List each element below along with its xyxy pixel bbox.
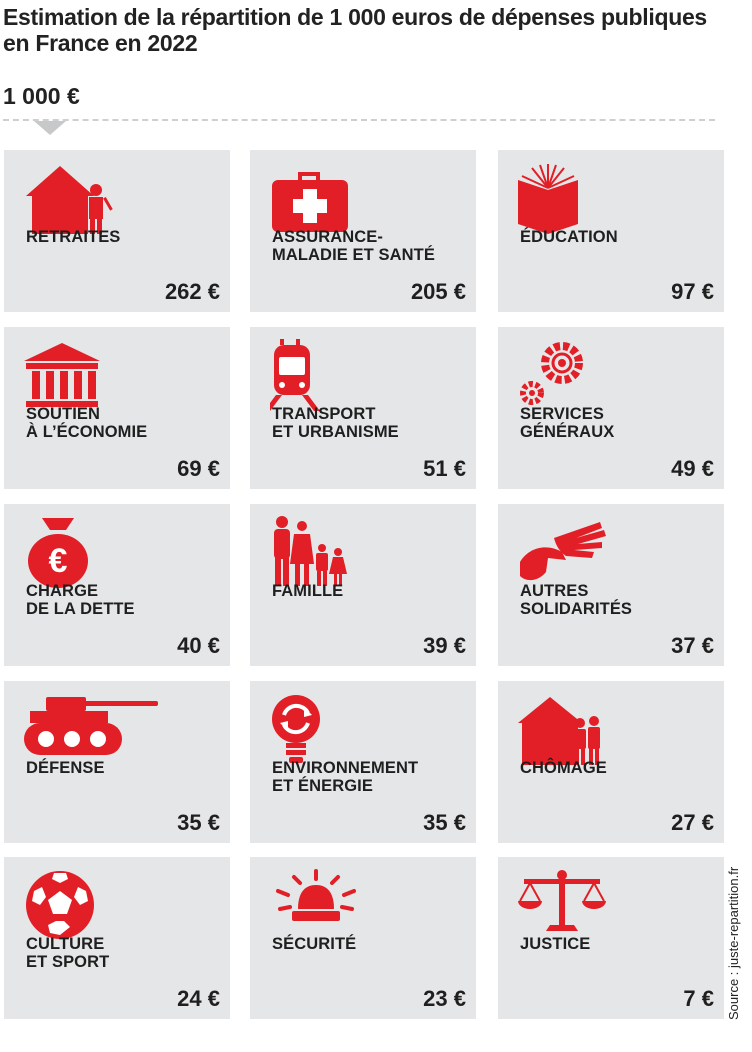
tile-justice: JUSTICE 7 € [498,857,724,1019]
tile-culture-sport: CULTURE ET SPORT 24 € [4,857,230,1019]
tile-amount: 35 € [423,810,466,835]
tile-amount: 97 € [671,279,714,304]
tile-amount: 40 € [177,633,220,658]
money-bag-euro-icon: € [24,516,116,588]
total-amount: 1 000 € [3,83,80,109]
house-with-family-icon [518,693,610,765]
dashed-divider [3,119,715,121]
tile-label: ASSURANCE- MALADIE ET SANTÉ [272,228,435,264]
tile-label: CHARGE DE LA DETTE [26,582,135,618]
source-credit: Source : juste-repartition.fr [726,866,741,1020]
tile-label: CULTURE ET SPORT [26,935,110,971]
svg-text:€: € [49,542,68,580]
medical-kit-icon [270,162,362,234]
tile-amount: 27 € [671,810,714,835]
tile-securite: SÉCURITÉ 23 € [250,857,476,1019]
tile-charge-dette: € CHARGE DE LA DETTE 40 € [4,504,230,666]
recycling-bulb-icon [270,693,362,765]
bank-building-icon [24,339,116,411]
tile-amount: 24 € [177,986,220,1011]
tile-defense: DÉFENSE 35 € [4,681,230,843]
tile-amount: 35 € [177,810,220,835]
tile-amount: 37 € [671,633,714,658]
siren-icon [270,869,362,941]
tile-famille: FAMILLE 39 € [250,504,476,666]
tile-label: JUSTICE [520,935,591,953]
tile-transport: TRANSPORT ET URBANISME 51 € [250,327,476,489]
tank-icon [24,693,164,765]
tile-amount: 69 € [177,456,220,481]
tile-amount: 49 € [671,456,714,481]
tile-amount: 262 € [164,279,220,304]
tile-education: ÉDUCATION 97 € [498,150,724,312]
helping-hands-icon [518,516,610,588]
tile-label: AUTRES SOLIDARITÉS [520,582,633,618]
tile-autres-solidarites: AUTRES SOLIDARITÉS 37 € [498,504,724,666]
scales-icon [518,869,610,941]
gears-icon [518,339,610,411]
tile-retraites: RETRAITES 262 € [4,150,230,312]
tile-amount: 7 € [683,986,714,1011]
tile-label: SERVICES GÉNÉRAUX [520,405,615,441]
tile-amount: 51 € [423,456,466,481]
tile-soutien-economie: SOUTIEN À L’ÉCONOMIE 69 € [4,327,230,489]
soccer-ball-icon [24,869,116,941]
tile-chomage: CHÔMAGE 27 € [498,681,724,843]
open-book-icon [518,162,610,234]
tile-services-generaux: SERVICES GÉNÉRAUX 49 € [498,327,724,489]
tile-environnement: ENVIRONNEMENT ET ÉNERGIE 35 € [250,681,476,843]
tile-label: ENVIRONNEMENT ET ÉNERGIE [272,759,419,795]
page-title: Estimation de la répartition de 1 000 eu… [3,4,707,56]
house-with-person-icon [24,162,116,234]
tile-label: RETRAITES [26,228,121,246]
family-icon [270,516,362,588]
tile-label: TRANSPORT ET URBANISME [272,405,399,441]
tile-label: ÉDUCATION [520,228,618,246]
train-icon [270,339,362,411]
tile-label: CHÔMAGE [520,759,607,777]
tile-label: SOUTIEN À L’ÉCONOMIE [26,405,148,441]
pointer-triangle [34,121,66,135]
tile-assurance-maladie: ASSURANCE- MALADIE ET SANTÉ 205 € [250,150,476,312]
tile-label: FAMILLE [272,582,344,600]
tile-amount: 205 € [410,279,466,304]
tile-label: DÉFENSE [26,759,105,777]
tile-amount: 23 € [423,986,466,1011]
tile-label: SÉCURITÉ [272,935,357,953]
tile-amount: 39 € [423,633,466,658]
